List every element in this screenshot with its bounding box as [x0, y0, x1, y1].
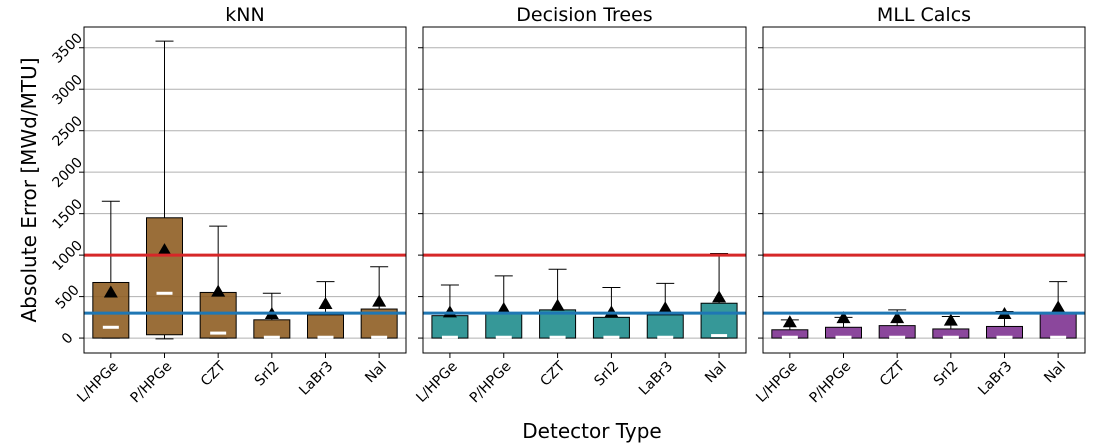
panel-title: kNN: [225, 4, 264, 26]
x-axis-label: Detector Type: [522, 419, 661, 443]
box-iqr: [700, 302, 738, 339]
median-line: [210, 331, 227, 335]
box-nai: [360, 266, 398, 339]
box-labr3: [307, 281, 344, 339]
mean-marker: [890, 311, 905, 324]
mean-marker: [836, 311, 851, 324]
panel-mll-calcs: MLL Calcs L/HPGe P/HPGe CZT SrI2 LaBr3 NaI: [753, 4, 1086, 407]
median-line: [711, 334, 728, 338]
median-line: [1050, 335, 1067, 339]
box-iqr: [253, 319, 291, 339]
mean-marker: [1051, 300, 1066, 313]
panel-frame: [422, 26, 747, 354]
median-line: [996, 335, 1013, 339]
x-tick-label: P/HPGe: [467, 359, 515, 407]
median-line: [371, 335, 388, 339]
x-tick-label: NaI: [362, 359, 390, 387]
median-line: [441, 335, 458, 339]
median-line: [495, 335, 512, 339]
x-tick-label: L/HPGe: [753, 359, 800, 406]
mean-marker: [157, 243, 172, 256]
y-tick-label: 500: [53, 282, 83, 312]
median-line: [889, 335, 906, 339]
mean-marker: [211, 284, 226, 297]
panel-frame: [762, 26, 1086, 354]
y-tick-label: 2000: [49, 155, 86, 192]
box-phpge: [485, 275, 523, 339]
box-lhpge: [771, 315, 809, 339]
x-tick-label: LaBr3: [636, 359, 676, 399]
box-iqr: [646, 314, 684, 339]
x-tick-label: CZT: [537, 358, 568, 389]
box-czt: [199, 225, 237, 339]
median-line: [317, 335, 334, 339]
box-phpge: [146, 40, 183, 340]
x-tick-label: NaI: [1041, 359, 1069, 387]
y-tick-label: 1000: [49, 238, 86, 275]
mean-marker: [550, 298, 565, 311]
y-tick-label: 1500: [49, 196, 86, 233]
box-iqr: [431, 315, 469, 339]
mean-marker: [103, 285, 118, 298]
x-tick-label: SrI2: [591, 359, 622, 390]
x-tick-label: SrI2: [252, 359, 283, 390]
panel-frame: [83, 26, 407, 354]
y-axis-label: Absolute Error [MWd/MTU]: [17, 57, 41, 322]
box-labr3: [646, 282, 684, 339]
box-iqr: [199, 291, 237, 339]
panel-title: MLL Calcs: [877, 4, 971, 26]
box-lhpge: [92, 200, 130, 339]
box-sri2: [253, 292, 291, 339]
box-czt: [878, 309, 916, 339]
box-iqr: [485, 312, 523, 339]
y-tick-label: 3500: [49, 30, 86, 67]
mean-marker: [658, 301, 673, 314]
box-sri2: [932, 313, 970, 339]
median-line: [603, 335, 620, 339]
median-line: [156, 291, 173, 295]
box-czt: [539, 268, 577, 339]
panel-decision-trees: Decision Trees L/HPGe P/HPGe CZT SrI2 LaBr3 Na…: [413, 4, 747, 407]
box-nai: [700, 252, 738, 339]
mean-marker: [943, 313, 958, 326]
y-tick-label: 2500: [49, 113, 86, 150]
box-phpge: [825, 311, 862, 339]
x-tick-label: CZT: [877, 358, 908, 389]
median-line: [657, 335, 674, 339]
median-line: [835, 335, 852, 339]
mean-marker: [442, 305, 457, 318]
x-tick-label: L/HPGe: [74, 359, 121, 406]
panel-title: Decision Trees: [516, 4, 652, 26]
box-iqr: [1039, 312, 1077, 339]
mean-marker: [372, 294, 387, 307]
median-line: [263, 335, 280, 339]
panel-knn: kNN L/HPGe P/HPGe CZT SrI2 LaBr3 NaI 0 500 1000 15…: [49, 4, 407, 407]
mean-marker: [496, 302, 511, 315]
x-tick-label: CZT: [198, 358, 229, 389]
y-tick-label: 0: [59, 330, 77, 348]
x-tick-label: P/HPGe: [807, 359, 855, 407]
x-tick-label: LaBr3: [975, 359, 1015, 399]
x-tick-label: P/HPGe: [128, 359, 176, 407]
box-lhpge: [431, 284, 469, 339]
box-nai: [1039, 281, 1077, 339]
y-tick-label: 3000: [49, 72, 86, 109]
median-line: [942, 335, 959, 339]
mean-marker: [712, 290, 727, 303]
x-tick-label: L/HPGe: [413, 359, 460, 406]
x-tick-label: LaBr3: [296, 359, 336, 399]
mean-marker: [318, 297, 333, 310]
box-iqr: [592, 316, 630, 339]
x-tick-label: SrI2: [931, 359, 962, 390]
mean-marker: [604, 305, 619, 318]
median-line: [102, 325, 119, 329]
box-iqr: [146, 217, 183, 336]
x-tick-label: NaI: [702, 359, 730, 387]
mean-marker: [782, 315, 797, 328]
median-line: [549, 335, 566, 339]
median-line: [781, 335, 798, 339]
box-iqr: [307, 314, 344, 339]
